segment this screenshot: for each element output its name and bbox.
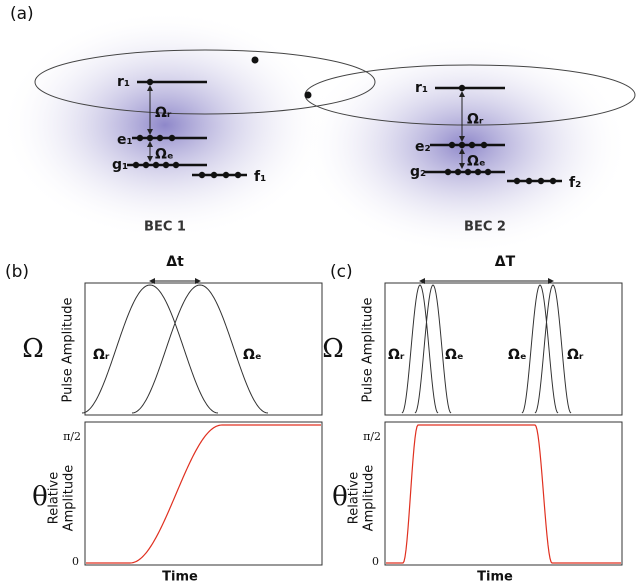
atom [448,141,456,149]
atom [234,171,242,179]
atom [162,161,170,169]
axis-title: Relative [347,472,362,524]
axis-symbol: θ [32,482,48,512]
pulse-label: Ωₑ [243,347,262,363]
theta-curve [386,424,621,564]
atom [480,141,488,149]
atom [468,141,476,149]
atom [513,177,521,185]
atom [132,161,140,169]
axis-title: Amplitude [362,465,377,532]
axis-symbol: θ [332,482,348,512]
atom [146,134,154,142]
tick-label: 0 [372,555,379,568]
rabi-label: Ωₑ [467,154,486,170]
bec-name: BEC 2 [464,220,506,235]
x-axis-title: Time [162,570,198,585]
level-label: g₁ [112,157,128,173]
atom [484,168,492,176]
atom [304,91,312,99]
axis-title: Amplitude [62,465,77,532]
atom [464,168,472,176]
atom [152,161,160,169]
atom [156,134,164,142]
level-label: f₁ [254,169,266,185]
bec-name: BEC 1 [144,220,186,235]
axis-symbol: Ω [22,334,44,364]
axis-title: Relative [47,472,62,524]
atom [198,171,206,179]
atom [549,177,557,185]
x-axis-title: Time [477,570,513,585]
delta-label: Δt [166,254,184,270]
level-label: r₁ [117,74,130,90]
pulse-label: Ωᵣ [93,347,110,363]
plot-frame [84,282,323,416]
level-label: f₂ [569,175,581,191]
level-label: e₁ [117,132,133,148]
pulse-curve [521,284,559,414]
plot-frame [384,282,623,416]
atom [537,177,545,185]
rabi-label: Ωₑ [155,147,174,163]
atom [168,134,176,142]
atom [146,78,154,86]
atom [142,161,150,169]
tick-label: 0 [72,555,79,568]
atom [458,84,466,92]
pulse-curve [534,284,572,414]
pulse-curve [414,284,452,414]
level-label: r₁ [415,80,428,96]
atom [474,168,482,176]
level-label: e₂ [415,139,431,155]
plot-frame [84,421,323,566]
atom [251,56,259,64]
atom [454,168,462,176]
pulse-label: Ωₑ [445,347,464,363]
atom [458,141,466,149]
level-label: g₂ [410,164,426,180]
rabi-label: Ωᵣ [467,112,484,128]
axis-title: Pulse Amplitude [361,298,376,403]
pulse-label: Ωₑ [508,347,527,363]
level-diagrams: r₁ e₁ g₁ f₁ Ωᵣ Ωₑ BEC 1 r₁ e₂ g₂ f₂ Ωᵣ Ωₑ BEC 2 [112,74,581,235]
panel-label: (b) [5,262,29,282]
delta-label: ΔT [495,254,516,270]
pulse-curve [401,284,439,414]
theta-curve [86,424,321,564]
orbit [34,49,376,115]
pulse-curve [131,284,269,414]
atom [525,177,533,185]
pulse-curve [81,284,219,414]
atom [172,161,180,169]
atom [210,171,218,179]
rabi-label: Ωᵣ [155,105,172,121]
panel-label: (c) [330,262,353,282]
pulse-label: Ωᵣ [567,347,584,363]
tick-label: π/2 [63,430,81,443]
plot-frame [384,421,623,566]
atom [222,171,230,179]
panel-label: (a) [10,4,34,24]
axis-title: Pulse Amplitude [61,298,76,403]
atom [444,168,452,176]
pulse-label: Ωᵣ [388,347,405,363]
tick-label: π/2 [363,430,381,443]
bec-glow [0,10,330,240]
atom [136,134,144,142]
axis-symbol: Ω [322,334,344,364]
